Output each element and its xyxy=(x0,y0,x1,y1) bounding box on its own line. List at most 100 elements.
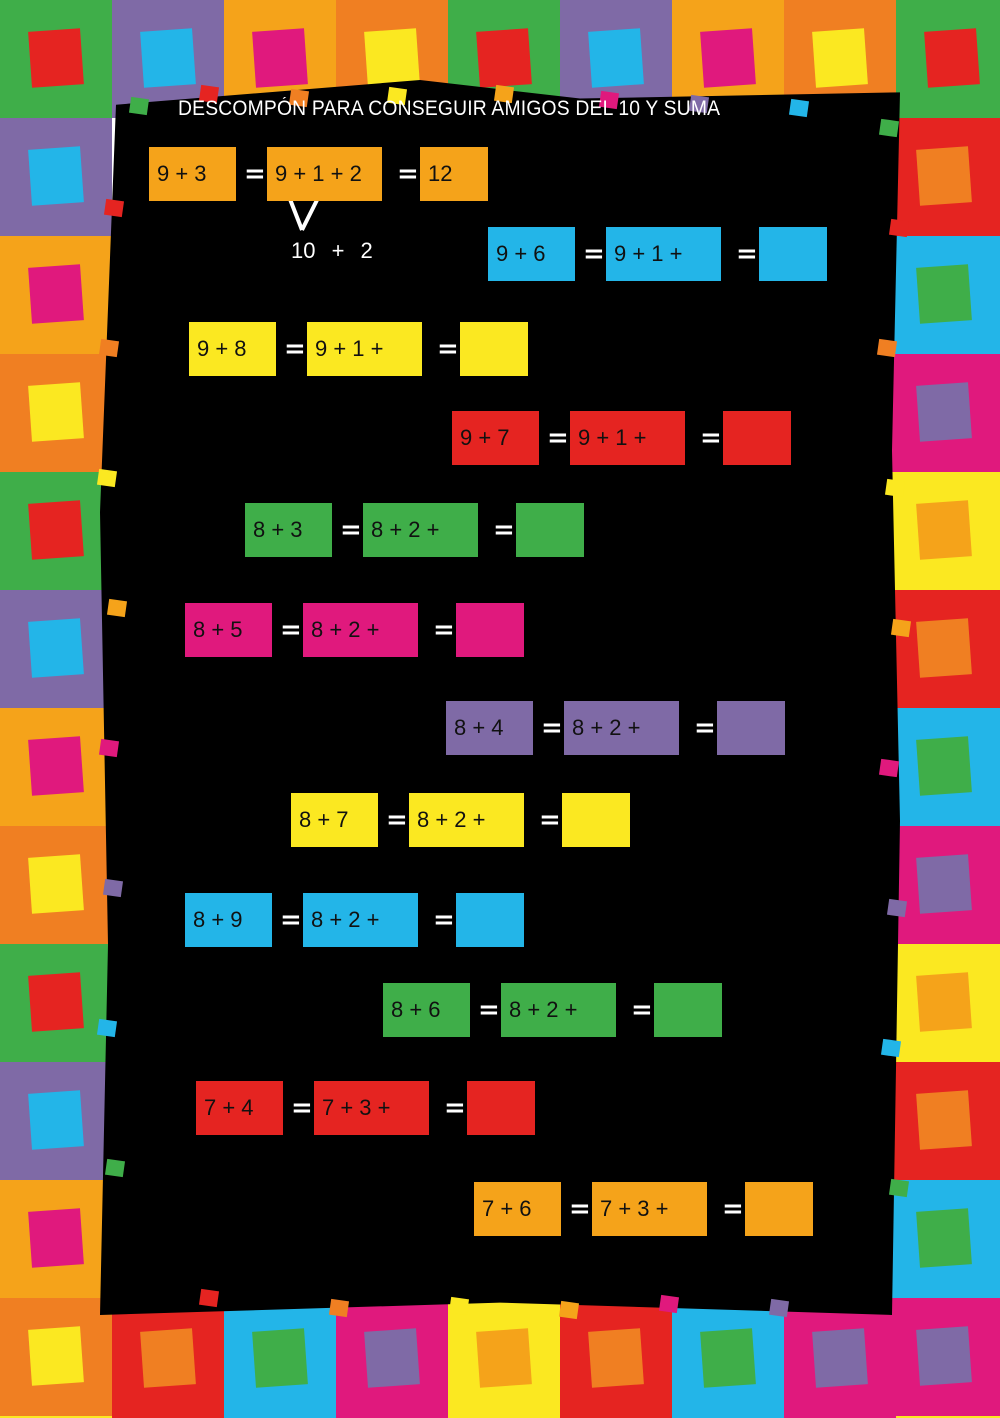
equals-sign: = xyxy=(340,515,362,545)
inner-square xyxy=(28,500,84,560)
equals-sign: = xyxy=(541,713,563,743)
inner-square xyxy=(252,28,308,88)
sum-box: 7 + 4 xyxy=(196,1081,283,1135)
answer-input[interactable] xyxy=(562,793,630,847)
confetti-square xyxy=(96,468,118,488)
confetti-square xyxy=(102,878,124,898)
inner-square xyxy=(916,972,972,1032)
sum-box: 7 + 6 xyxy=(474,1182,561,1236)
border-tile xyxy=(888,118,1000,236)
equals-sign: = xyxy=(583,239,605,269)
border-tile xyxy=(560,1300,672,1418)
answer-input[interactable] xyxy=(467,1081,535,1135)
decomposition-box: 9 + 1 + xyxy=(570,411,685,465)
border-tile xyxy=(0,1062,112,1180)
sum-box: 8 + 5 xyxy=(185,603,272,657)
border-tile xyxy=(0,590,112,708)
answer-input[interactable] xyxy=(456,893,524,947)
confetti-square xyxy=(103,198,125,218)
inner-square xyxy=(28,972,84,1032)
confetti-square xyxy=(128,96,150,116)
border-tile xyxy=(0,236,112,354)
equals-sign: = xyxy=(722,1194,744,1224)
equals-sign: = xyxy=(569,1194,591,1224)
sum-box: 9 + 6 xyxy=(488,227,575,281)
border-tile xyxy=(336,1300,448,1418)
equals-sign: = xyxy=(736,239,758,269)
inner-square xyxy=(28,736,84,796)
inner-square xyxy=(700,1328,756,1388)
example-split-result: 10 + 2 xyxy=(291,238,373,263)
confetti-square xyxy=(98,338,120,358)
confetti-square xyxy=(878,118,900,138)
confetti-square xyxy=(888,218,910,238)
inner-square xyxy=(812,28,868,88)
border-tile xyxy=(888,236,1000,354)
inner-square xyxy=(916,382,972,442)
answer-input[interactable] xyxy=(723,411,791,465)
inner-square xyxy=(28,28,84,88)
equals-sign: = xyxy=(397,159,419,189)
answer-input[interactable] xyxy=(516,503,584,557)
inner-square xyxy=(700,28,756,88)
decomposition-box: 8 + 2 + xyxy=(564,701,679,755)
confetti-square xyxy=(198,1288,220,1308)
confetti-square xyxy=(328,1298,350,1318)
border-tile xyxy=(888,472,1000,590)
inner-square xyxy=(476,1328,532,1388)
worksheet-title: DESCOMPÓN PARA CONSEGUIR AMIGOS DEL 10 Y… xyxy=(178,97,721,120)
equals-sign: = xyxy=(631,995,653,1025)
confetti-square xyxy=(880,1038,902,1058)
confetti-square xyxy=(888,1178,910,1198)
confetti-square xyxy=(886,898,908,918)
inner-square xyxy=(28,146,84,206)
inner-square xyxy=(28,382,84,442)
inner-square xyxy=(28,1326,84,1386)
answer-input[interactable] xyxy=(456,603,524,657)
decomposition-box: 8 + 2 + xyxy=(303,893,418,947)
border-tile xyxy=(0,118,112,236)
border-tile xyxy=(888,1180,1000,1298)
decomposition-box: 8 + 2 + xyxy=(409,793,524,847)
inner-square xyxy=(916,146,972,206)
confetti-square xyxy=(876,338,898,358)
equals-sign: = xyxy=(694,713,716,743)
equals-sign: = xyxy=(478,995,500,1025)
border-tile xyxy=(0,0,112,118)
border-tile xyxy=(888,1062,1000,1180)
confetti-square xyxy=(104,1158,126,1178)
confetti-square xyxy=(448,1296,470,1316)
answer-input[interactable] xyxy=(759,227,827,281)
equals-sign: = xyxy=(437,334,459,364)
inner-square xyxy=(364,1328,420,1388)
equals-sign: = xyxy=(700,423,722,453)
equals-sign: = xyxy=(284,334,306,364)
decomposition-box: 9 + 1 + 2 xyxy=(267,147,382,201)
sum-box: 9 + 8 xyxy=(189,322,276,376)
inner-square xyxy=(28,1090,84,1150)
answer-input[interactable] xyxy=(745,1182,813,1236)
inner-square xyxy=(28,1208,84,1268)
sum-box: 8 + 4 xyxy=(446,701,533,755)
answer-box: 12 xyxy=(420,147,488,201)
equals-sign: = xyxy=(433,615,455,645)
sum-box: 9 + 3 xyxy=(149,147,236,201)
equals-sign: = xyxy=(493,515,515,545)
border-tile xyxy=(888,826,1000,944)
equals-sign: = xyxy=(386,805,408,835)
inner-square xyxy=(916,1208,972,1268)
decomposition-box: 9 + 1 + xyxy=(307,322,422,376)
border-tile xyxy=(888,708,1000,826)
inner-square xyxy=(916,736,972,796)
border-tile xyxy=(888,1298,1000,1416)
answer-input[interactable] xyxy=(460,322,528,376)
decomposition-box: 7 + 3 + xyxy=(592,1182,707,1236)
border-tile xyxy=(448,1300,560,1418)
inner-square xyxy=(916,618,972,678)
border-tile xyxy=(112,1300,224,1418)
answer-input[interactable] xyxy=(654,983,722,1037)
equals-sign: = xyxy=(291,1093,313,1123)
answer-input[interactable] xyxy=(717,701,785,755)
equals-sign: = xyxy=(244,159,266,189)
inner-square xyxy=(28,264,84,324)
